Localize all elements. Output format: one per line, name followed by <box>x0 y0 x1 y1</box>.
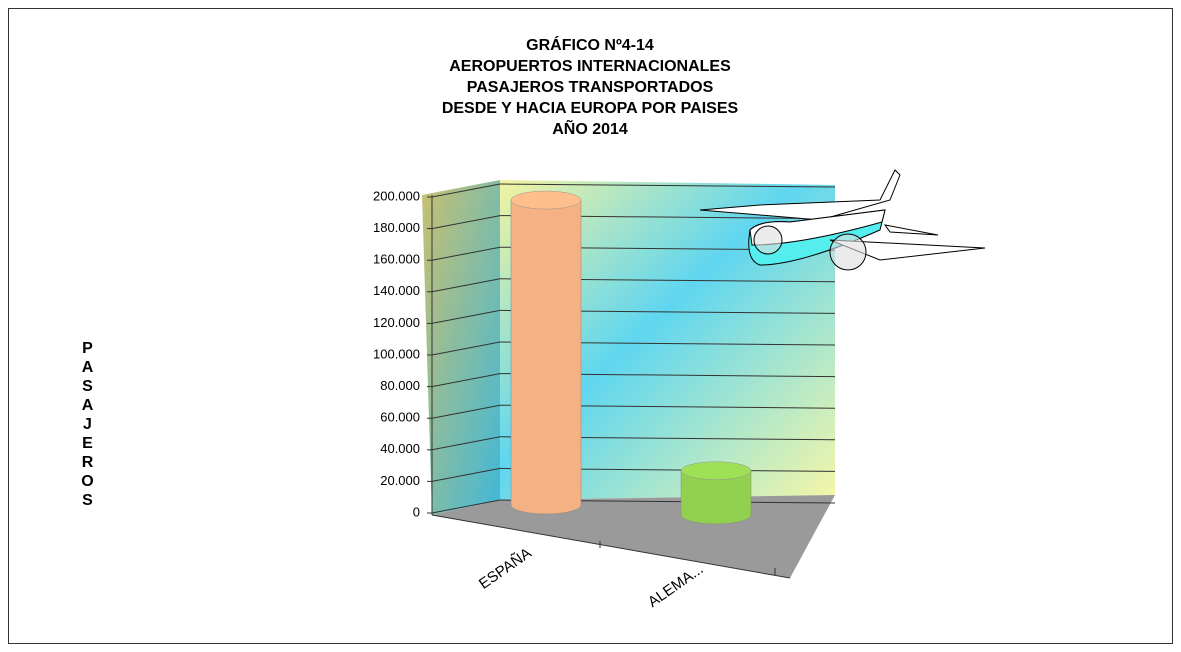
chart-title: AÑO 2014 <box>552 118 628 138</box>
floor <box>432 495 835 578</box>
chart-title: DESDE Y HACIA EUROPA POR PAISES <box>442 100 739 117</box>
grid-line <box>431 278 501 293</box>
grid-line <box>499 183 836 188</box>
chart-title: GRÁFICO Nº4-14 <box>526 35 654 54</box>
bar-top <box>680 461 752 481</box>
grid-line <box>431 309 501 324</box>
bar <box>680 470 752 525</box>
grid-line <box>431 183 501 198</box>
y-tick-label: 40.000 <box>380 441 420 456</box>
y-tick-label: 180.000 <box>373 220 420 235</box>
grid-line <box>431 467 501 482</box>
chart-title: AEROPUERTOS INTERNACIONALES <box>449 58 731 75</box>
grid-line <box>431 436 501 451</box>
y-tick-label: 140.000 <box>373 283 420 298</box>
y-tick-label: 160.000 <box>373 252 420 267</box>
y-tick-label: 80.000 <box>380 378 420 393</box>
grid-line <box>431 341 501 356</box>
back-wall <box>500 180 835 500</box>
frame <box>8 8 1173 644</box>
x-tick-label: ESPAÑA <box>476 545 535 593</box>
y-tick-label: 20.000 <box>380 473 420 488</box>
y-tick-label: 100.000 <box>373 346 420 361</box>
airplane <box>699 169 986 271</box>
y-tick-label: 200.000 <box>373 188 420 203</box>
y-tick-label: 60.000 <box>380 410 420 425</box>
grid-line <box>431 373 501 388</box>
grid-line <box>431 499 501 514</box>
bar <box>510 199 582 515</box>
grid-line <box>431 215 501 230</box>
x-tick-label: ALEMA... <box>645 561 707 611</box>
y-tick-label: 120.000 <box>373 315 420 330</box>
side-wall <box>422 180 500 515</box>
chart-title: PASAJEROS TRANSPORTADOS <box>467 79 714 96</box>
bar-top <box>510 190 582 210</box>
y-tick-label: 0 <box>413 504 420 519</box>
y-axis-title: PASAJEROS <box>79 340 96 511</box>
grid-line <box>431 404 501 419</box>
x-axis <box>431 514 791 579</box>
grid-line <box>431 246 501 261</box>
